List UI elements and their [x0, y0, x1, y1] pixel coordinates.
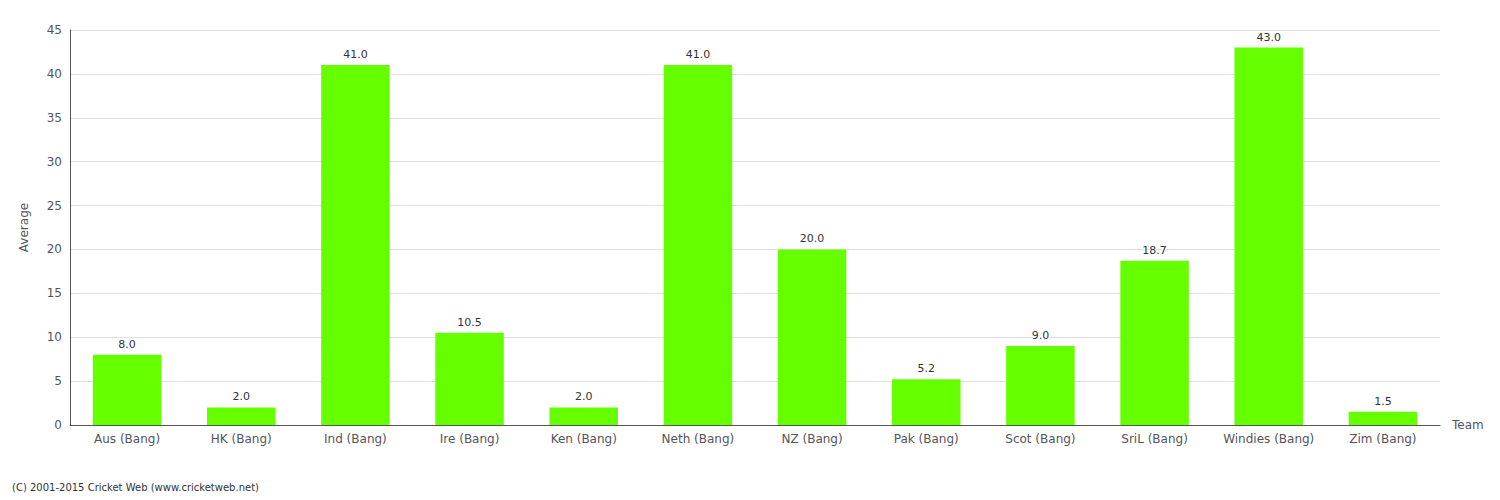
- svg-text:Team: Team: [1451, 418, 1484, 432]
- svg-text:2.0: 2.0: [575, 390, 593, 403]
- svg-text:Aus (Bang): Aus (Bang): [94, 432, 160, 446]
- svg-text:45: 45: [47, 23, 62, 37]
- svg-text:Windies (Bang): Windies (Bang): [1223, 432, 1314, 446]
- svg-text:10.5: 10.5: [457, 316, 482, 329]
- svg-text:2.0: 2.0: [233, 390, 251, 403]
- svg-text:41.0: 41.0: [686, 48, 711, 61]
- svg-text:Ken (Bang): Ken (Bang): [551, 432, 617, 446]
- svg-text:41.0: 41.0: [343, 48, 368, 61]
- svg-text:43.0: 43.0: [1257, 31, 1282, 44]
- svg-text:Neth (Bang): Neth (Bang): [662, 432, 735, 446]
- svg-text:40: 40: [47, 67, 62, 81]
- svg-text:1.5: 1.5: [1374, 395, 1392, 408]
- svg-text:Zim (Bang): Zim (Bang): [1349, 432, 1416, 446]
- svg-text:Pak (Bang): Pak (Bang): [894, 432, 959, 446]
- svg-text:(C) 2001-2015 Cricket Web (www: (C) 2001-2015 Cricket Web (www.cricketwe…: [12, 482, 259, 493]
- svg-text:NZ (Bang): NZ (Bang): [781, 432, 842, 446]
- svg-text:0: 0: [54, 418, 62, 432]
- svg-text:8.0: 8.0: [118, 338, 136, 351]
- svg-text:Ire (Bang): Ire (Bang): [440, 432, 500, 446]
- svg-text:Ind (Bang): Ind (Bang): [324, 432, 387, 446]
- svg-text:15: 15: [47, 286, 62, 300]
- svg-text:30: 30: [47, 155, 62, 169]
- svg-text:SriL (Bang): SriL (Bang): [1121, 432, 1188, 446]
- svg-text:35: 35: [47, 111, 62, 125]
- svg-text:20.0: 20.0: [800, 232, 825, 245]
- svg-text:18.7: 18.7: [1142, 244, 1167, 257]
- svg-text:Scot (Bang): Scot (Bang): [1005, 432, 1075, 446]
- svg-text:20: 20: [47, 242, 62, 256]
- svg-text:HK (Bang): HK (Bang): [211, 432, 272, 446]
- svg-text:9.0: 9.0: [1032, 329, 1050, 342]
- svg-text:Average: Average: [17, 203, 31, 252]
- svg-text:5.2: 5.2: [918, 362, 936, 375]
- svg-text:10: 10: [47, 330, 62, 344]
- svg-text:25: 25: [47, 199, 62, 213]
- svg-text:5: 5: [54, 374, 62, 388]
